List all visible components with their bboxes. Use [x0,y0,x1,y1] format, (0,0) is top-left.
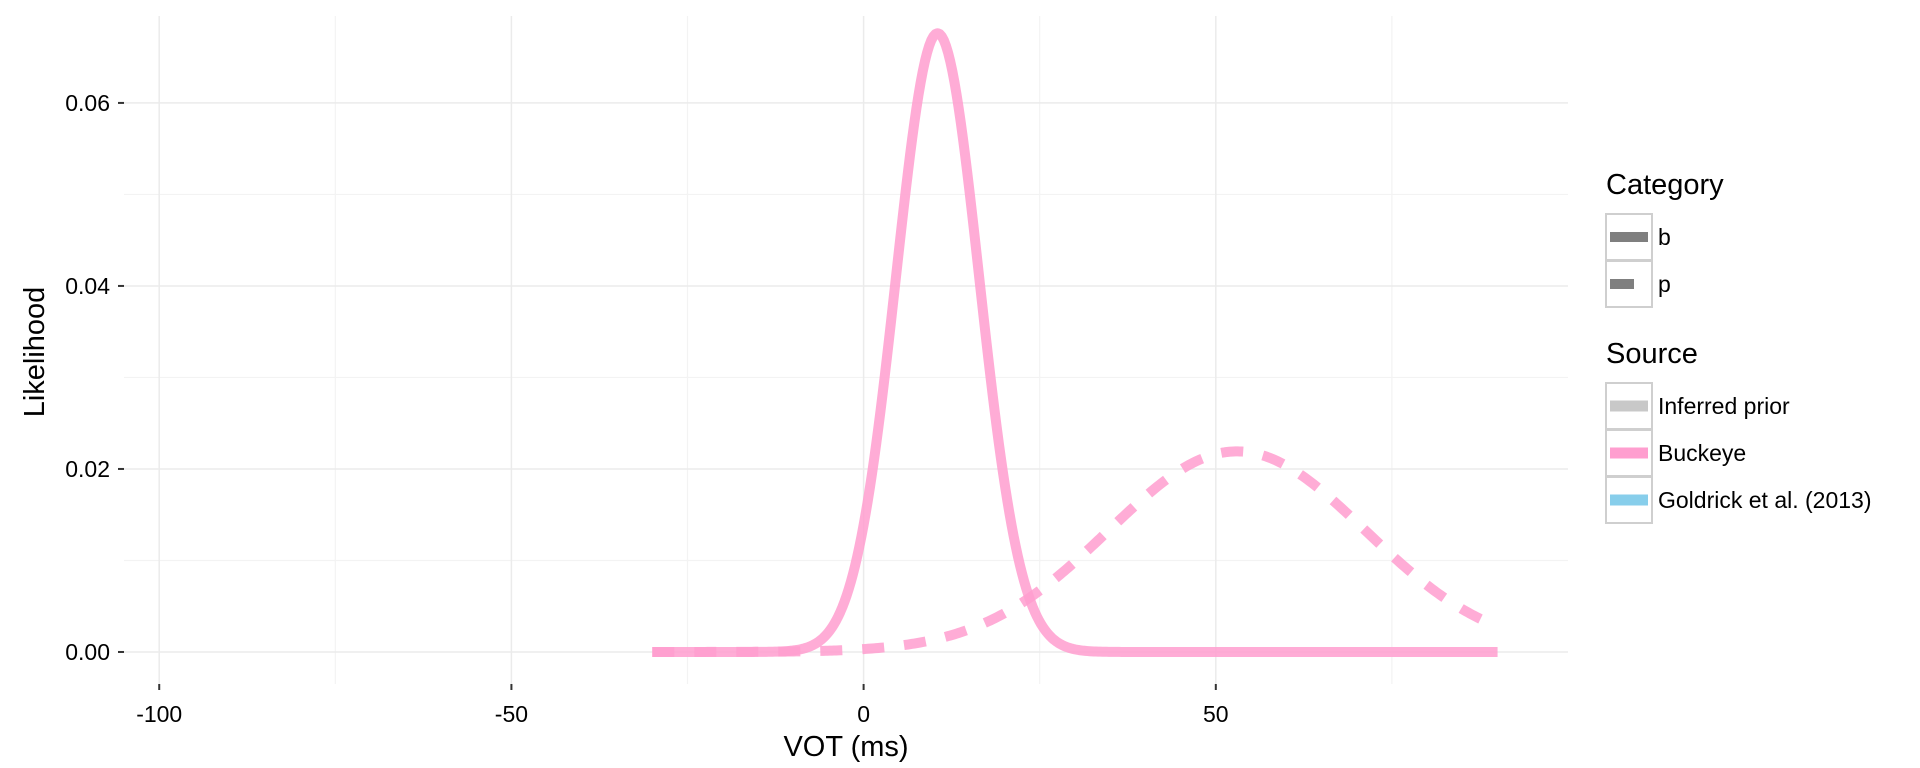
plot-panel [124,16,1568,684]
x-tick-label: -50 [495,701,528,727]
x-axis-title: VOT (ms) [783,731,908,763]
legend: Category bp Source Inferred prior Buckeye Gol… [1605,169,1871,524]
y-axis-title: Likelihood [19,287,51,418]
x-tick-label: 0 [857,701,870,727]
legend-label: Goldrick et al. (2013) [1658,487,1871,513]
grid-minor [124,16,1568,684]
legend-label: b [1658,224,1671,250]
series-line-p-buckeye [649,446,1501,657]
x-tick-label: 50 [1203,701,1229,727]
y-tick-label: 0.04 [65,273,110,299]
x-axis: -100 -50 0 50 [136,684,1229,727]
legend-label: Buckeye [1658,440,1746,466]
legend-label: p [1658,271,1671,297]
legend-label: Inferred prior [1658,393,1790,419]
plot-background [124,16,1568,684]
legend-title: Source [1606,338,1698,370]
legend-title: Category [1606,169,1724,201]
y-tick-label: 0.06 [65,90,110,116]
x-tick-label: -100 [136,701,182,727]
y-axis: 0.00 0.02 0.04 0.06 [65,90,124,665]
y-tick-label: 0.00 [65,639,110,665]
series-layer [649,28,1501,657]
y-tick-label: 0.02 [65,456,110,482]
